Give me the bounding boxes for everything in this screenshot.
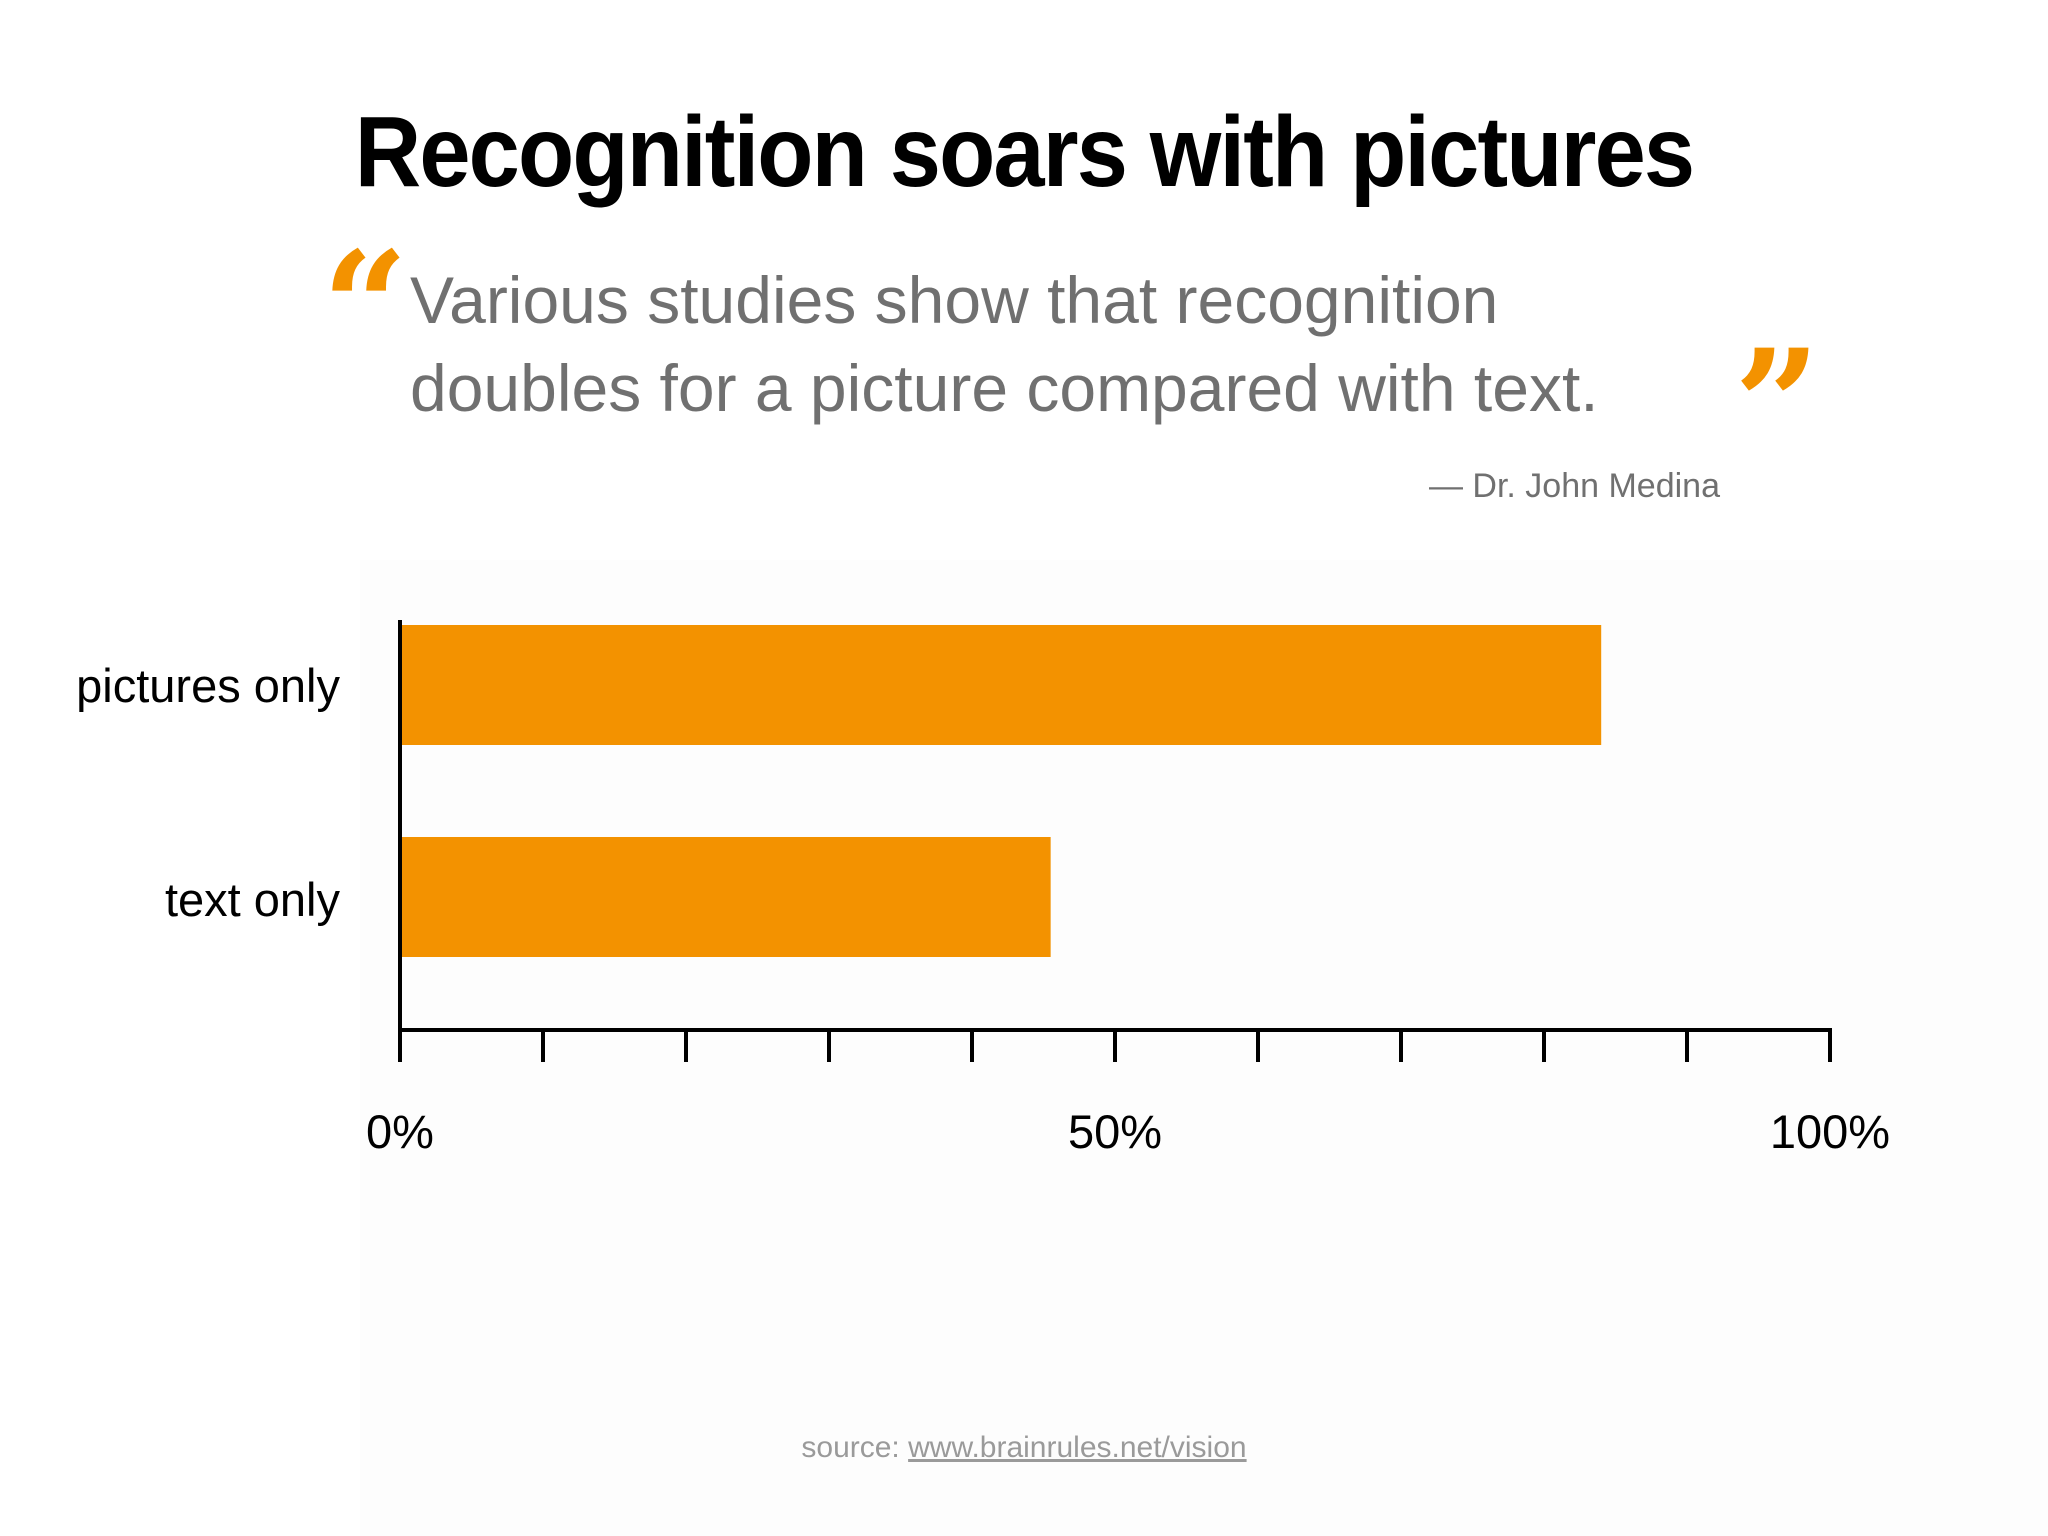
category-label-text-only: text only: [165, 872, 340, 928]
bar-group: [400, 625, 1601, 957]
x-tick-label-50: 50%: [1068, 1104, 1162, 1160]
bar-chart: [0, 0, 2048, 1536]
x-tick-label-0: 0%: [366, 1104, 434, 1160]
bar-text-only: [400, 837, 1051, 957]
source-link[interactable]: www.brainrules.net/vision: [908, 1431, 1246, 1464]
x-tick-label-100: 100%: [1770, 1104, 1890, 1160]
bar-pictures-only: [400, 625, 1601, 745]
source-note: source: www.brainrules.net/vision: [0, 1428, 2048, 1468]
source-prefix: source:: [801, 1431, 908, 1464]
category-label-pictures-only: pictures only: [76, 658, 340, 714]
